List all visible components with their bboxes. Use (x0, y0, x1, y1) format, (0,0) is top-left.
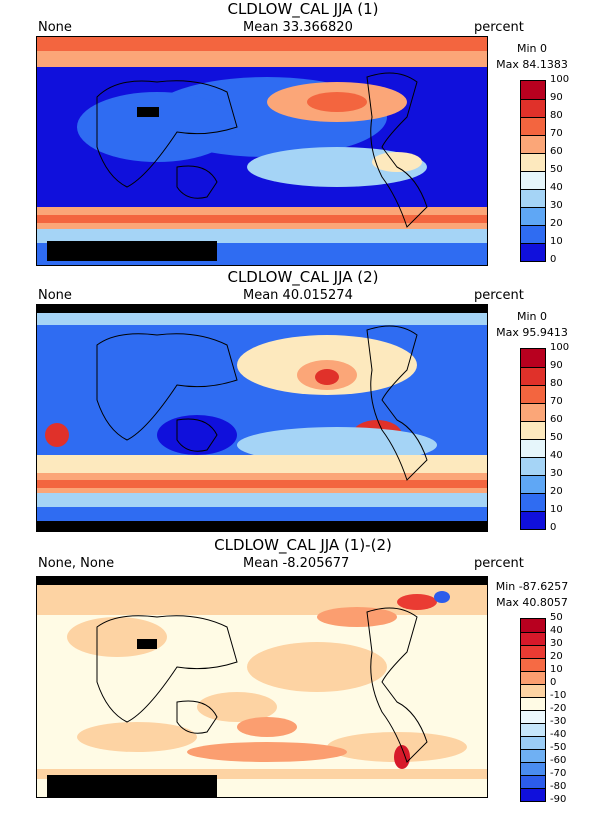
colorbar-segment (521, 385, 545, 403)
colorbar-segment (521, 349, 545, 367)
colorbar-tick: 30 (550, 468, 563, 479)
colorbar-tick: 70 (550, 396, 563, 407)
map-panel-3: CLDLOW_CAL JJA (1)-(2) None, None Mean -… (0, 536, 606, 814)
colorbar-tick: -20 (550, 703, 567, 714)
colorbar-segment (521, 658, 545, 671)
colorbar-segment (521, 671, 545, 684)
colorbar-tick: 40 (550, 182, 563, 193)
colorbar-tick: -90 (550, 794, 567, 805)
max-label: Max 95.9413 (496, 326, 568, 339)
panel-title: CLDLOW_CAL JJA (1)-(2) (214, 536, 392, 554)
mean-label: Mean -8.205677 (243, 556, 350, 571)
colorbar-tick: 80 (550, 110, 563, 121)
map-panel-2: CLDLOW_CAL JJA (2) None Mean 40.015274 p… (0, 268, 606, 538)
max-label: Max 84.1383 (496, 58, 568, 71)
colorbar-segment (521, 421, 545, 439)
colorbar-segment (521, 710, 545, 723)
colorbar-tick: 40 (550, 625, 563, 636)
colorbar-segment (521, 171, 545, 189)
colorbar-segment (521, 775, 545, 788)
colorbar-segment (521, 736, 545, 749)
colorbar-tick: 80 (550, 378, 563, 389)
colorbar-tick: 40 (550, 450, 563, 461)
colorbar-tick: 30 (550, 200, 563, 211)
colorbar-segment (521, 619, 545, 632)
colorbar-segment (521, 632, 545, 645)
colorbar-tick: 100 (550, 74, 570, 85)
colorbar-segment (521, 153, 545, 171)
left-label: None (38, 288, 72, 303)
colorbar-tick: -30 (550, 716, 567, 727)
colorbar-tick: 30 (550, 638, 563, 649)
colorbar-segment (521, 135, 545, 153)
colorbar-segment (521, 788, 545, 801)
colorbar-tick: 90 (550, 360, 563, 371)
colorbar-segment (521, 697, 545, 710)
colorbar-segment (521, 367, 545, 385)
units-label: percent (474, 20, 524, 35)
colorbar-tick: 100 (550, 342, 570, 353)
colorbar-segment (521, 511, 545, 529)
map-field (36, 304, 488, 532)
colorbar-tick: 0 (550, 522, 557, 533)
colorbar-segment (521, 749, 545, 762)
colorbar-tick: 50 (550, 164, 563, 175)
colorbar-tick: -70 (550, 768, 567, 779)
left-label: None, None (38, 556, 115, 571)
colorbar-segment (521, 117, 545, 135)
panel-title: CLDLOW_CAL JJA (2) (227, 268, 379, 286)
map-field (36, 576, 488, 798)
colorbar-segment (521, 684, 545, 697)
colorbar-tick: -50 (550, 742, 567, 753)
colorbar-segment (521, 403, 545, 421)
colorbar-segment (521, 189, 545, 207)
colorbar-segment (521, 645, 545, 658)
colorbar-tick: 20 (550, 486, 563, 497)
colorbar-tick: 50 (550, 432, 563, 443)
mean-label: Mean 33.366820 (243, 20, 353, 35)
colorbar-segment (521, 243, 545, 261)
min-label: Min 0 (516, 310, 547, 323)
panel-title: CLDLOW_CAL JJA (1) (227, 0, 379, 18)
colorbar-segment (521, 457, 545, 475)
colorbar-tick: 10 (550, 236, 563, 247)
units-label: percent (474, 556, 524, 571)
left-label: None (38, 20, 72, 35)
colorbar-tick: 90 (550, 92, 563, 103)
colorbar-segment (521, 99, 545, 117)
map-panel-1: CLDLOW_CAL JJA (1) None Mean 33.366820 p… (0, 0, 606, 270)
colorbar-segment (521, 225, 545, 243)
colorbar-segment (521, 475, 545, 493)
colorbar-tick: 60 (550, 146, 563, 157)
min-label: Min -87.6257 (495, 580, 569, 593)
colorbar-tick: 10 (550, 504, 563, 515)
max-label: Max 40.8057 (496, 596, 568, 609)
min-label: Min 0 (516, 42, 547, 55)
colorbar-tick: 20 (550, 651, 563, 662)
colorbar-tick: -10 (550, 690, 567, 701)
map-field (36, 36, 488, 266)
colorbar-segment (521, 493, 545, 511)
colorbar-tick: -60 (550, 755, 567, 766)
colorbar-tick: 0 (550, 677, 557, 688)
colorbar (520, 80, 546, 262)
colorbar-tick: 10 (550, 664, 563, 675)
colorbar-tick: 20 (550, 218, 563, 229)
colorbar-tick: -80 (550, 781, 567, 792)
units-label: percent (474, 288, 524, 303)
colorbar-segment (521, 439, 545, 457)
colorbar-tick: 50 (550, 612, 563, 623)
colorbar-tick: 60 (550, 414, 563, 425)
colorbar-tick: -40 (550, 729, 567, 740)
colorbar-segment (521, 762, 545, 775)
colorbar-segment (521, 207, 545, 225)
colorbar-tick: 70 (550, 128, 563, 139)
colorbar-tick: 0 (550, 254, 557, 265)
colorbar (520, 618, 546, 802)
colorbar-segment (521, 723, 545, 736)
colorbar-segment (521, 81, 545, 99)
mean-label: Mean 40.015274 (243, 288, 353, 303)
colorbar (520, 348, 546, 530)
